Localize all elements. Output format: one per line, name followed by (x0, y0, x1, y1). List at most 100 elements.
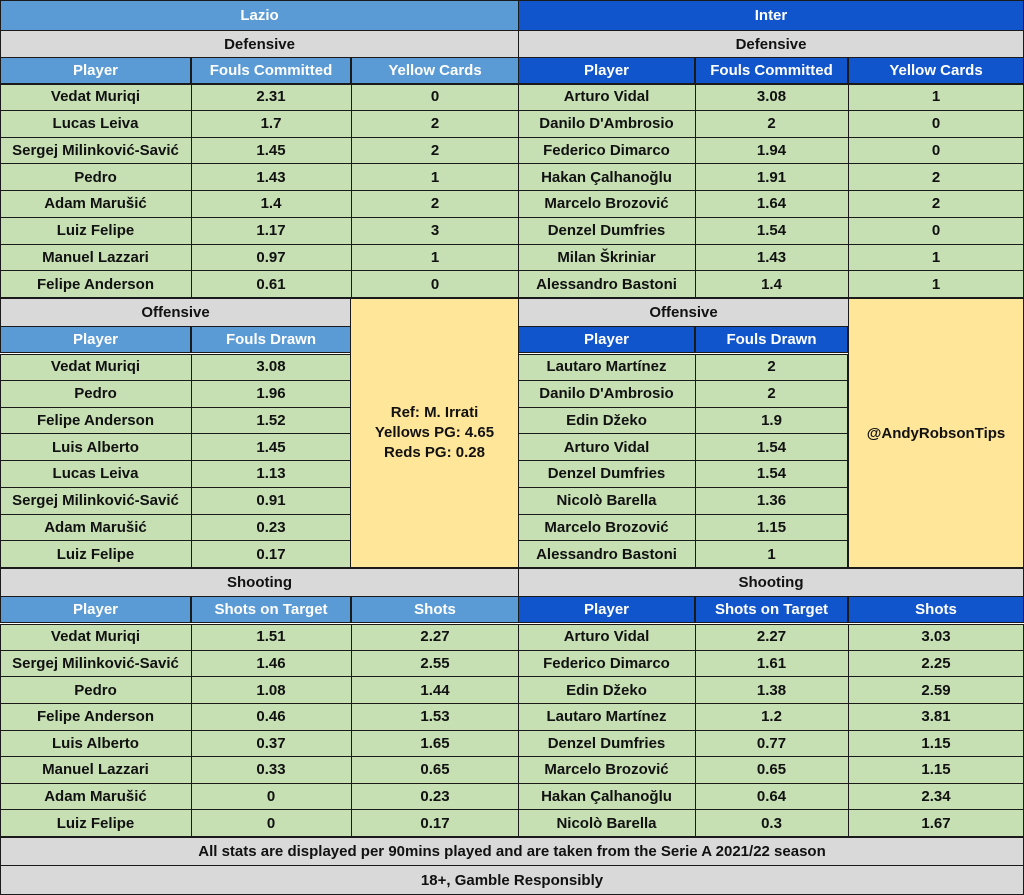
player-name-cell: Milan Škriniar (518, 245, 695, 272)
lazio-defensive-col-header: Yellow Cards (351, 57, 519, 84)
stat-value-cell: 1.43 (191, 164, 351, 191)
player-name-cell: Alessandro Bastoni (518, 541, 695, 568)
stat-value-cell: 0.46 (191, 704, 351, 731)
lazio-offensive-col-header: Fouls Drawn (191, 326, 351, 353)
stat-value-cell: 1 (848, 271, 1024, 298)
stat-value-cell: 0 (848, 138, 1024, 165)
player-name-cell: Marcelo Brozović (518, 191, 695, 218)
stat-value-cell: 1 (351, 164, 519, 191)
player-name-cell: Luiz Felipe (0, 810, 191, 837)
player-name-cell: Felipe Anderson (0, 408, 191, 435)
inter-defensive-body (518, 84, 1024, 298)
stat-value-cell: 2.31 (191, 84, 351, 111)
stat-value-cell: 1.45 (191, 138, 351, 165)
stat-value-cell: 2 (351, 138, 519, 165)
footer-note: All stats are displayed per 90mins playe… (0, 837, 1024, 866)
lazio-defensive-col-divider (351, 84, 352, 298)
player-name-cell: Manuel Lazzari (0, 757, 191, 784)
lazio-offensive-title: Offensive (0, 298, 351, 327)
stat-value-cell: 1.54 (695, 218, 848, 245)
stat-value-cell: 2 (351, 191, 519, 218)
stat-value-cell: 0.33 (191, 757, 351, 784)
stat-value-cell: 0 (351, 84, 519, 111)
player-name-cell: Luiz Felipe (0, 541, 191, 568)
inter-offensive-col-header: Player (518, 326, 695, 353)
player-name-cell: Hakan Çalhanoğlu (518, 784, 695, 811)
player-name-cell: Sergej Milinković-Savić (0, 488, 191, 515)
player-name-cell: Pedro (0, 164, 191, 191)
stat-value-cell: 1.61 (695, 651, 848, 678)
inter-defensive-col-divider (848, 84, 849, 298)
player-name-cell: Hakan Çalhanoğlu (518, 164, 695, 191)
lazio-offensive-body (0, 354, 351, 568)
inter-defensive-col-divider (695, 84, 696, 298)
stat-value-cell: 2.59 (848, 677, 1024, 704)
stat-value-cell: 0.61 (191, 271, 351, 298)
stat-value-cell: 2 (848, 164, 1024, 191)
stat-value-cell: 3.08 (191, 354, 351, 381)
lazio-offensive-col-divider (191, 354, 192, 568)
inter-shooting-col-header: Shots (848, 596, 1024, 623)
inter-offensive-body (518, 354, 848, 568)
stat-value-cell: 2 (695, 381, 848, 408)
stat-value-cell: 1.91 (695, 164, 848, 191)
stat-value-cell: 2.25 (848, 651, 1024, 678)
referee-reds: Reds PG: 0.28 (384, 444, 485, 461)
inter-defensive-title: Defensive (518, 30, 1024, 59)
stat-value-cell: 0 (191, 784, 351, 811)
player-name-cell: Federico Dimarco (518, 651, 695, 678)
lazio-defensive-col-divider (191, 84, 192, 298)
player-name-cell: Edin Džeko (518, 408, 695, 435)
stat-value-cell: 3 (351, 218, 519, 245)
player-name-cell: Nicolò Barella (518, 810, 695, 837)
stat-value-cell: 1.13 (191, 461, 351, 488)
stat-value-cell: 1.51 (191, 624, 351, 651)
player-name-cell: Luis Alberto (0, 731, 191, 758)
inter-offensive-title: Offensive (518, 298, 849, 327)
stat-value-cell: 2 (695, 111, 848, 138)
stat-value-cell: 0.64 (695, 784, 848, 811)
player-name-cell: Pedro (0, 381, 191, 408)
player-name-cell: Denzel Dumfries (518, 218, 695, 245)
inter-defensive-col-header: Player (518, 57, 695, 84)
player-name-cell: Lautaro Martínez (518, 704, 695, 731)
stat-value-cell: 1.4 (695, 271, 848, 298)
inter-shooting-body (518, 624, 1024, 837)
player-name-cell: Sergej Milinković-Savić (0, 651, 191, 678)
inter-shooting-col-divider (848, 624, 849, 837)
player-name-cell: Luiz Felipe (0, 218, 191, 245)
player-name-cell: Vedat Muriqi (0, 354, 191, 381)
stat-value-cell: 0.65 (695, 757, 848, 784)
twitter-handle-box: @AndyRobsonTips (848, 298, 1024, 568)
stat-value-cell: 0.17 (191, 541, 351, 568)
player-name-cell: Vedat Muriqi (0, 624, 191, 651)
stat-value-cell: 1.15 (848, 731, 1024, 758)
lazio-defensive-title: Defensive (0, 30, 519, 59)
lazio-shooting-col-header: Shots on Target (191, 596, 351, 623)
stat-value-cell: 1.45 (191, 434, 351, 461)
player-name-cell: Felipe Anderson (0, 704, 191, 731)
stat-value-cell: 1 (351, 245, 519, 272)
inter-shooting-title: Shooting (518, 568, 1024, 597)
stat-value-cell: 1.53 (351, 704, 519, 731)
stat-value-cell: 2.27 (351, 624, 519, 651)
stat-value-cell: 1.46 (191, 651, 351, 678)
player-name-cell: Sergej Milinković-Savić (0, 138, 191, 165)
stat-value-cell: 0 (191, 810, 351, 837)
stat-value-cell: 1 (848, 84, 1024, 111)
inter-shooting-col-header: Shots on Target (695, 596, 848, 623)
player-name-cell: Danilo D'Ambrosio (518, 111, 695, 138)
stat-value-cell: 1.08 (191, 677, 351, 704)
stat-value-cell: 1.54 (695, 434, 848, 461)
player-name-cell: Adam Marušić (0, 784, 191, 811)
player-name-cell: Adam Marušić (0, 191, 191, 218)
player-name-cell: Marcelo Brozović (518, 515, 695, 542)
stat-value-cell: 1 (848, 245, 1024, 272)
lazio-offensive-col-header: Player (0, 326, 191, 353)
stat-value-cell: 0.23 (351, 784, 519, 811)
player-name-cell: Arturo Vidal (518, 624, 695, 651)
player-name-cell: Danilo D'Ambrosio (518, 381, 695, 408)
lazio-defensive-body (0, 84, 519, 298)
stat-value-cell: 0.17 (351, 810, 519, 837)
stat-value-cell: 3.81 (848, 704, 1024, 731)
